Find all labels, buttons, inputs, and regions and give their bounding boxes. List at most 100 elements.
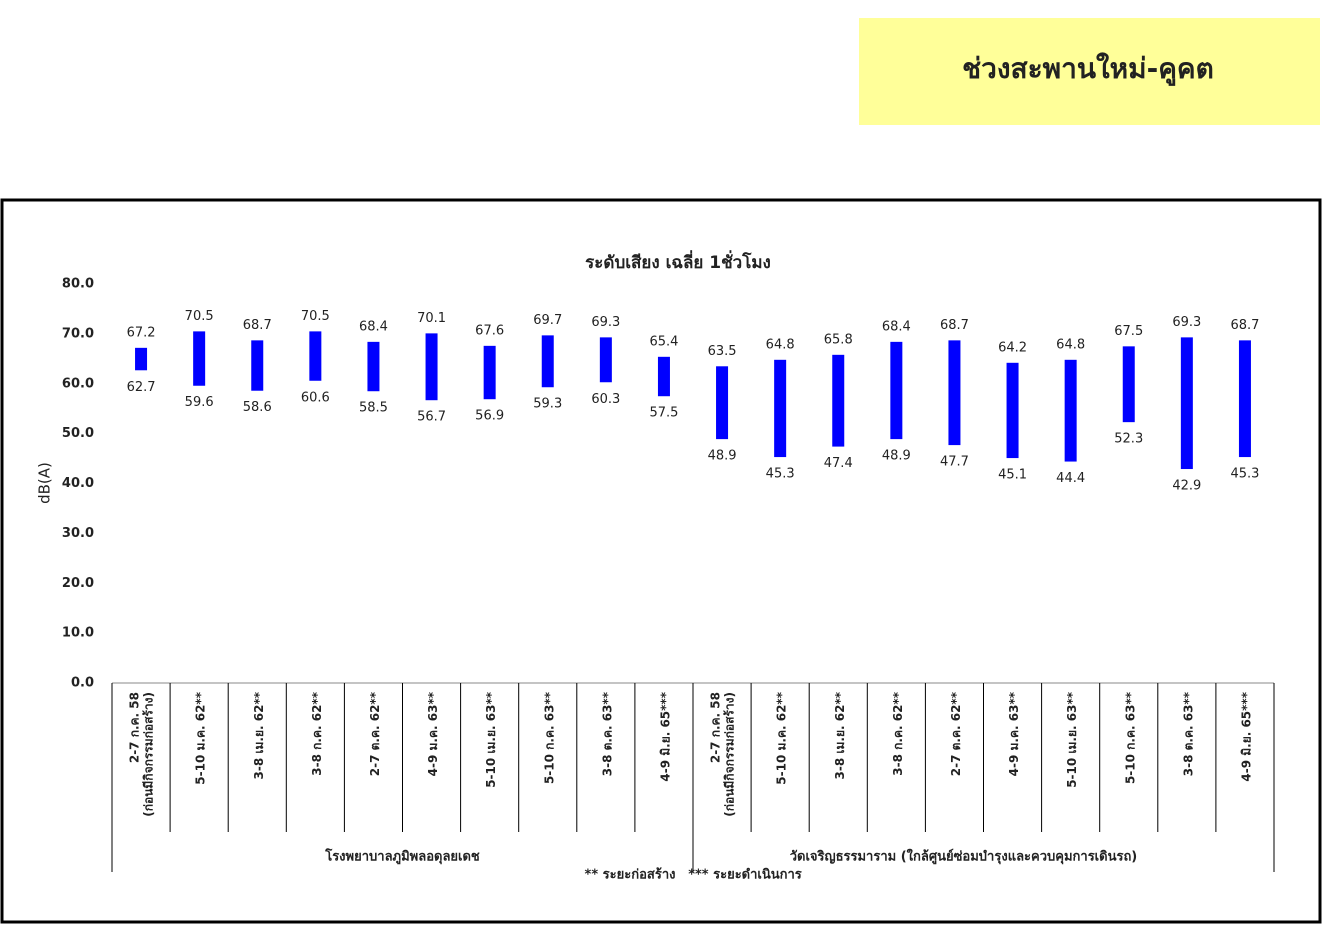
value-label: 58.5 — [359, 401, 388, 416]
value-label: 62.7 — [127, 380, 156, 395]
value-label: 42.9 — [1172, 479, 1201, 494]
x-tick-label: 4-9 ม.ค. 63** — [426, 691, 440, 776]
bar — [1122, 346, 1135, 423]
value-label: 67.6 — [475, 323, 504, 338]
value-label: 65.4 — [649, 334, 678, 349]
value-label: 68.7 — [940, 318, 969, 333]
y-tick-label: 60.0 — [62, 376, 94, 391]
value-label: 58.6 — [243, 400, 272, 415]
y-tick-label: 30.0 — [62, 526, 94, 541]
bar — [832, 354, 845, 447]
value-label: 56.7 — [417, 410, 446, 425]
y-tick-label: 70.0 — [62, 326, 94, 341]
value-label: 44.4 — [1056, 471, 1085, 486]
x-tick-label: 3-8 เม.ย. 62** — [252, 691, 266, 779]
value-label: 69.3 — [1172, 315, 1201, 330]
bar — [425, 333, 438, 401]
value-label: 56.9 — [475, 409, 504, 424]
value-label: 69.7 — [533, 313, 562, 328]
value-label: 47.7 — [940, 455, 969, 470]
value-label: 64.8 — [766, 337, 795, 352]
bar — [890, 341, 903, 440]
x-tick-label: 2-7 ต.ค. 62** — [949, 691, 963, 776]
x-tick-label: 5-10 เม.ย. 63** — [1065, 691, 1079, 788]
chart-frame — [0, 198, 1322, 924]
bar — [716, 366, 729, 440]
x-tick-label: 4-9 มิ.ย. 65*** — [658, 691, 672, 781]
x-tick-label: 3-8 ก.ค. 62** — [891, 691, 905, 775]
y-tick-label: 80.0 — [62, 277, 94, 292]
note: *** ระยะดำเนินการ — [688, 867, 802, 883]
bar — [599, 337, 612, 383]
x-tick-label: 3-8 ก.ค. 62** — [310, 691, 324, 775]
value-label: 45.3 — [1230, 467, 1259, 482]
value-label: 70.5 — [301, 309, 330, 324]
value-label: 68.4 — [882, 319, 911, 334]
x-tick-label: 5-10 ม.ค. 62** — [194, 691, 208, 784]
bar — [367, 341, 380, 392]
x-tick-label: 2-7 ก.ค. 58 — [128, 692, 142, 763]
value-label: 48.9 — [882, 449, 911, 464]
x-tick-label: 5-10 เม.ย. 63** — [484, 691, 498, 788]
y-tick-label: 50.0 — [62, 426, 94, 441]
value-label: 47.4 — [824, 456, 853, 471]
value-label: 63.5 — [708, 344, 737, 359]
x-tick-label: 3-8 เม.ย. 62** — [833, 691, 847, 779]
value-label: 68.4 — [359, 319, 388, 334]
x-tick-label: (ก่อนมีกิจกรรมก่อสร้าง) — [723, 692, 737, 817]
value-label: 70.5 — [185, 309, 214, 324]
x-tick-label: (ก่อนมีกิจกรรมก่อสร้าง) — [142, 692, 156, 817]
group-label: โรงพยาบาลภูมิพลอดุลยเดช — [324, 848, 480, 865]
value-label: 60.6 — [301, 390, 330, 405]
value-label: 67.5 — [1114, 324, 1143, 339]
value-label: 48.9 — [708, 449, 737, 464]
x-tick-label: 3-8 ต.ค. 63** — [600, 691, 614, 776]
bar — [1006, 362, 1019, 459]
x-tick-label: 5-10 ม.ค. 62** — [775, 691, 789, 784]
value-label: 60.3 — [591, 392, 620, 407]
value-label: 45.1 — [998, 468, 1027, 483]
bar — [135, 347, 148, 371]
value-label: 70.1 — [417, 311, 446, 326]
bar — [309, 331, 322, 381]
x-tick-label: 2-7 ต.ค. 62** — [368, 691, 382, 776]
bar — [1064, 359, 1077, 462]
value-label: 45.3 — [766, 467, 795, 482]
value-label: 52.3 — [1114, 432, 1143, 447]
bar — [251, 340, 264, 391]
x-tick-label: 5-10 ก.ค. 63** — [542, 691, 556, 784]
y-axis-title: dB(A) — [36, 462, 54, 504]
note: ** ระยะก่อสร้าง — [585, 867, 676, 883]
bar — [774, 359, 787, 458]
value-label: 59.3 — [533, 397, 562, 412]
value-label: 68.7 — [243, 318, 272, 333]
y-tick-label: 20.0 — [62, 576, 94, 591]
value-label: 57.5 — [649, 406, 678, 421]
bar — [657, 356, 670, 397]
value-label: 65.8 — [824, 332, 853, 347]
header-title: ช่วงสะพานใหม่-คูคต — [962, 52, 1214, 86]
bar — [1238, 340, 1251, 458]
x-tick-label: 4-9 ม.ค. 63** — [1007, 691, 1021, 776]
x-tick-label: 2-7 ก.ค. 58 — [709, 692, 723, 763]
bar — [483, 345, 496, 400]
x-tick-label: 3-8 ต.ค. 63** — [1181, 691, 1195, 776]
value-label: 69.3 — [591, 315, 620, 330]
chart-title: ระดับเสียง เฉลี่ย 1ชั่วโมง — [585, 250, 771, 273]
bar — [1180, 337, 1193, 470]
x-tick-label: 4-9 มิ.ย. 65*** — [1239, 691, 1253, 781]
value-label: 68.7 — [1230, 318, 1259, 333]
value-label: 59.6 — [185, 395, 214, 410]
value-label: 64.8 — [1056, 337, 1085, 352]
value-label: 64.2 — [998, 340, 1027, 355]
bar — [948, 340, 961, 446]
value-label: 67.2 — [127, 325, 156, 340]
x-tick-label: 5-10 ก.ค. 63** — [1123, 691, 1137, 784]
bar — [193, 331, 206, 386]
y-tick-label: 40.0 — [62, 476, 94, 491]
group-label: วัดเจริญธรรมาราม (ใกล้ศูนย์ซ่อมบำรุงและค… — [790, 848, 1138, 865]
y-tick-label: 0.0 — [71, 676, 94, 691]
header-box — [859, 18, 1320, 125]
y-tick-label: 10.0 — [62, 626, 94, 641]
